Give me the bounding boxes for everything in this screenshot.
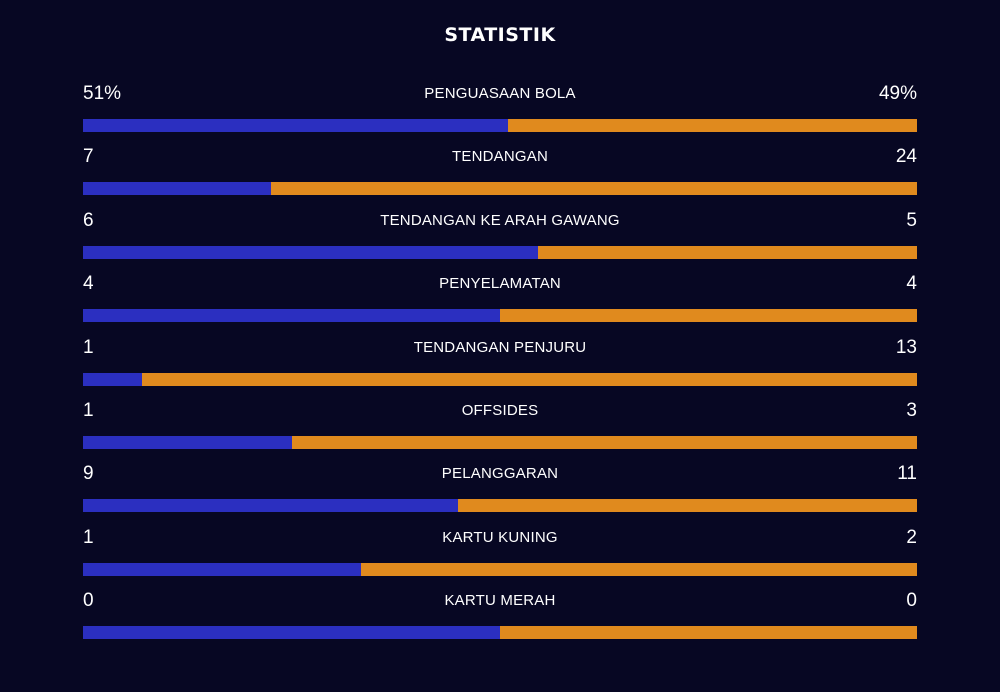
away-value: 5	[906, 209, 917, 231]
home-value: 6	[83, 209, 94, 231]
away-bar-segment	[271, 182, 917, 196]
home-value: 9	[83, 463, 94, 485]
away-bar-segment	[537, 245, 917, 259]
away-bar-segment	[500, 309, 917, 323]
stat-label: KARTU MERAH	[444, 592, 556, 610]
away-bar-segment	[508, 119, 917, 132]
stat-row: 4 PENYELAMATAN 4	[83, 270, 917, 333]
comparison-bar	[83, 372, 917, 386]
stat-label: PELANGGARAN	[441, 465, 559, 483]
away-bar-segment	[360, 562, 917, 576]
home-bar-segment	[83, 309, 500, 323]
stat-row: 51% PENGUASAAN BOLA 49%	[83, 80, 917, 143]
home-value: 7	[83, 146, 94, 168]
stat-label: TENDANGAN PENJURU	[413, 338, 587, 356]
home-bar-segment	[83, 182, 272, 196]
stat-row: 0 KARTU MERAH 0	[83, 587, 917, 650]
away-value: 49%	[878, 83, 917, 104]
stat-header: 1 KARTU KUNING 2	[83, 524, 917, 552]
stat-row: 1 TENDANGAN PENJURU 13	[83, 334, 917, 397]
stat-label: TENDANGAN KE ARAH GAWANG	[380, 211, 620, 229]
stat-row: 1 OFFSIDES 3	[83, 397, 917, 460]
away-value: 4	[906, 273, 917, 295]
stat-header: 1 TENDANGAN PENJURU 13	[83, 334, 917, 362]
stat-row: 7 TENDANGAN 24	[83, 143, 917, 206]
home-bar-segment	[83, 245, 538, 259]
comparison-bar	[83, 309, 917, 323]
comparison-bar	[83, 182, 917, 196]
stat-row: 1 KARTU KUNING 2	[83, 524, 917, 587]
stat-header: 9 PELANGGARAN 11	[83, 460, 917, 488]
home-bar-segment	[83, 626, 500, 640]
away-value: 11	[897, 463, 917, 485]
away-value: 0	[906, 590, 917, 612]
stats-list: 51% PENGUASAAN BOLA 49% 7 TENDANGAN 24 6 TENDAN…	[83, 80, 917, 651]
away-bar-segment	[458, 499, 917, 513]
stat-header: 51% PENGUASAAN BOLA 49%	[83, 80, 917, 108]
away-value: 24	[895, 146, 917, 168]
away-value: 13	[895, 336, 917, 358]
stat-row: 6 TENDANGAN KE ARAH GAWANG 5	[83, 207, 917, 270]
comparison-bar	[83, 435, 917, 449]
away-value: 2	[906, 526, 917, 548]
stat-header: 1 OFFSIDES 3	[83, 397, 917, 425]
stat-label: TENDANGAN	[452, 148, 548, 166]
stat-label: PENYELAMATAN	[439, 275, 561, 293]
stat-row: 9 PELANGGARAN 11	[83, 460, 917, 523]
comparison-bar	[83, 499, 917, 513]
home-value: 0	[83, 590, 94, 612]
stat-header: 7 TENDANGAN 24	[83, 143, 917, 171]
stat-header: 0 KARTU MERAH 0	[83, 587, 917, 615]
page-title: STATISTIK	[444, 24, 556, 46]
stat-header: 6 TENDANGAN KE ARAH GAWANG 5	[83, 207, 917, 235]
comparison-bar	[83, 562, 917, 576]
home-bar-segment	[83, 119, 509, 132]
home-value: 51%	[83, 83, 122, 104]
away-bar-segment	[291, 435, 917, 449]
stat-label: KARTU KUNING	[442, 528, 558, 546]
home-value: 4	[83, 273, 94, 295]
away-bar-segment	[142, 372, 917, 386]
away-value: 3	[906, 399, 917, 421]
stat-label: PENGUASAAN BOLA	[424, 85, 576, 102]
comparison-bar	[83, 119, 917, 132]
comparison-bar	[83, 245, 917, 259]
home-bar-segment	[83, 562, 361, 576]
home-bar-segment	[83, 499, 459, 513]
home-value: 1	[83, 526, 94, 548]
home-value: 1	[83, 336, 94, 358]
home-bar-segment	[83, 372, 143, 386]
comparison-bar	[83, 626, 917, 640]
home-value: 1	[83, 399, 94, 421]
away-bar-segment	[500, 626, 917, 640]
stat-label: OFFSIDES	[461, 401, 539, 419]
stat-header: 4 PENYELAMATAN 4	[83, 270, 917, 298]
home-bar-segment	[83, 435, 292, 449]
